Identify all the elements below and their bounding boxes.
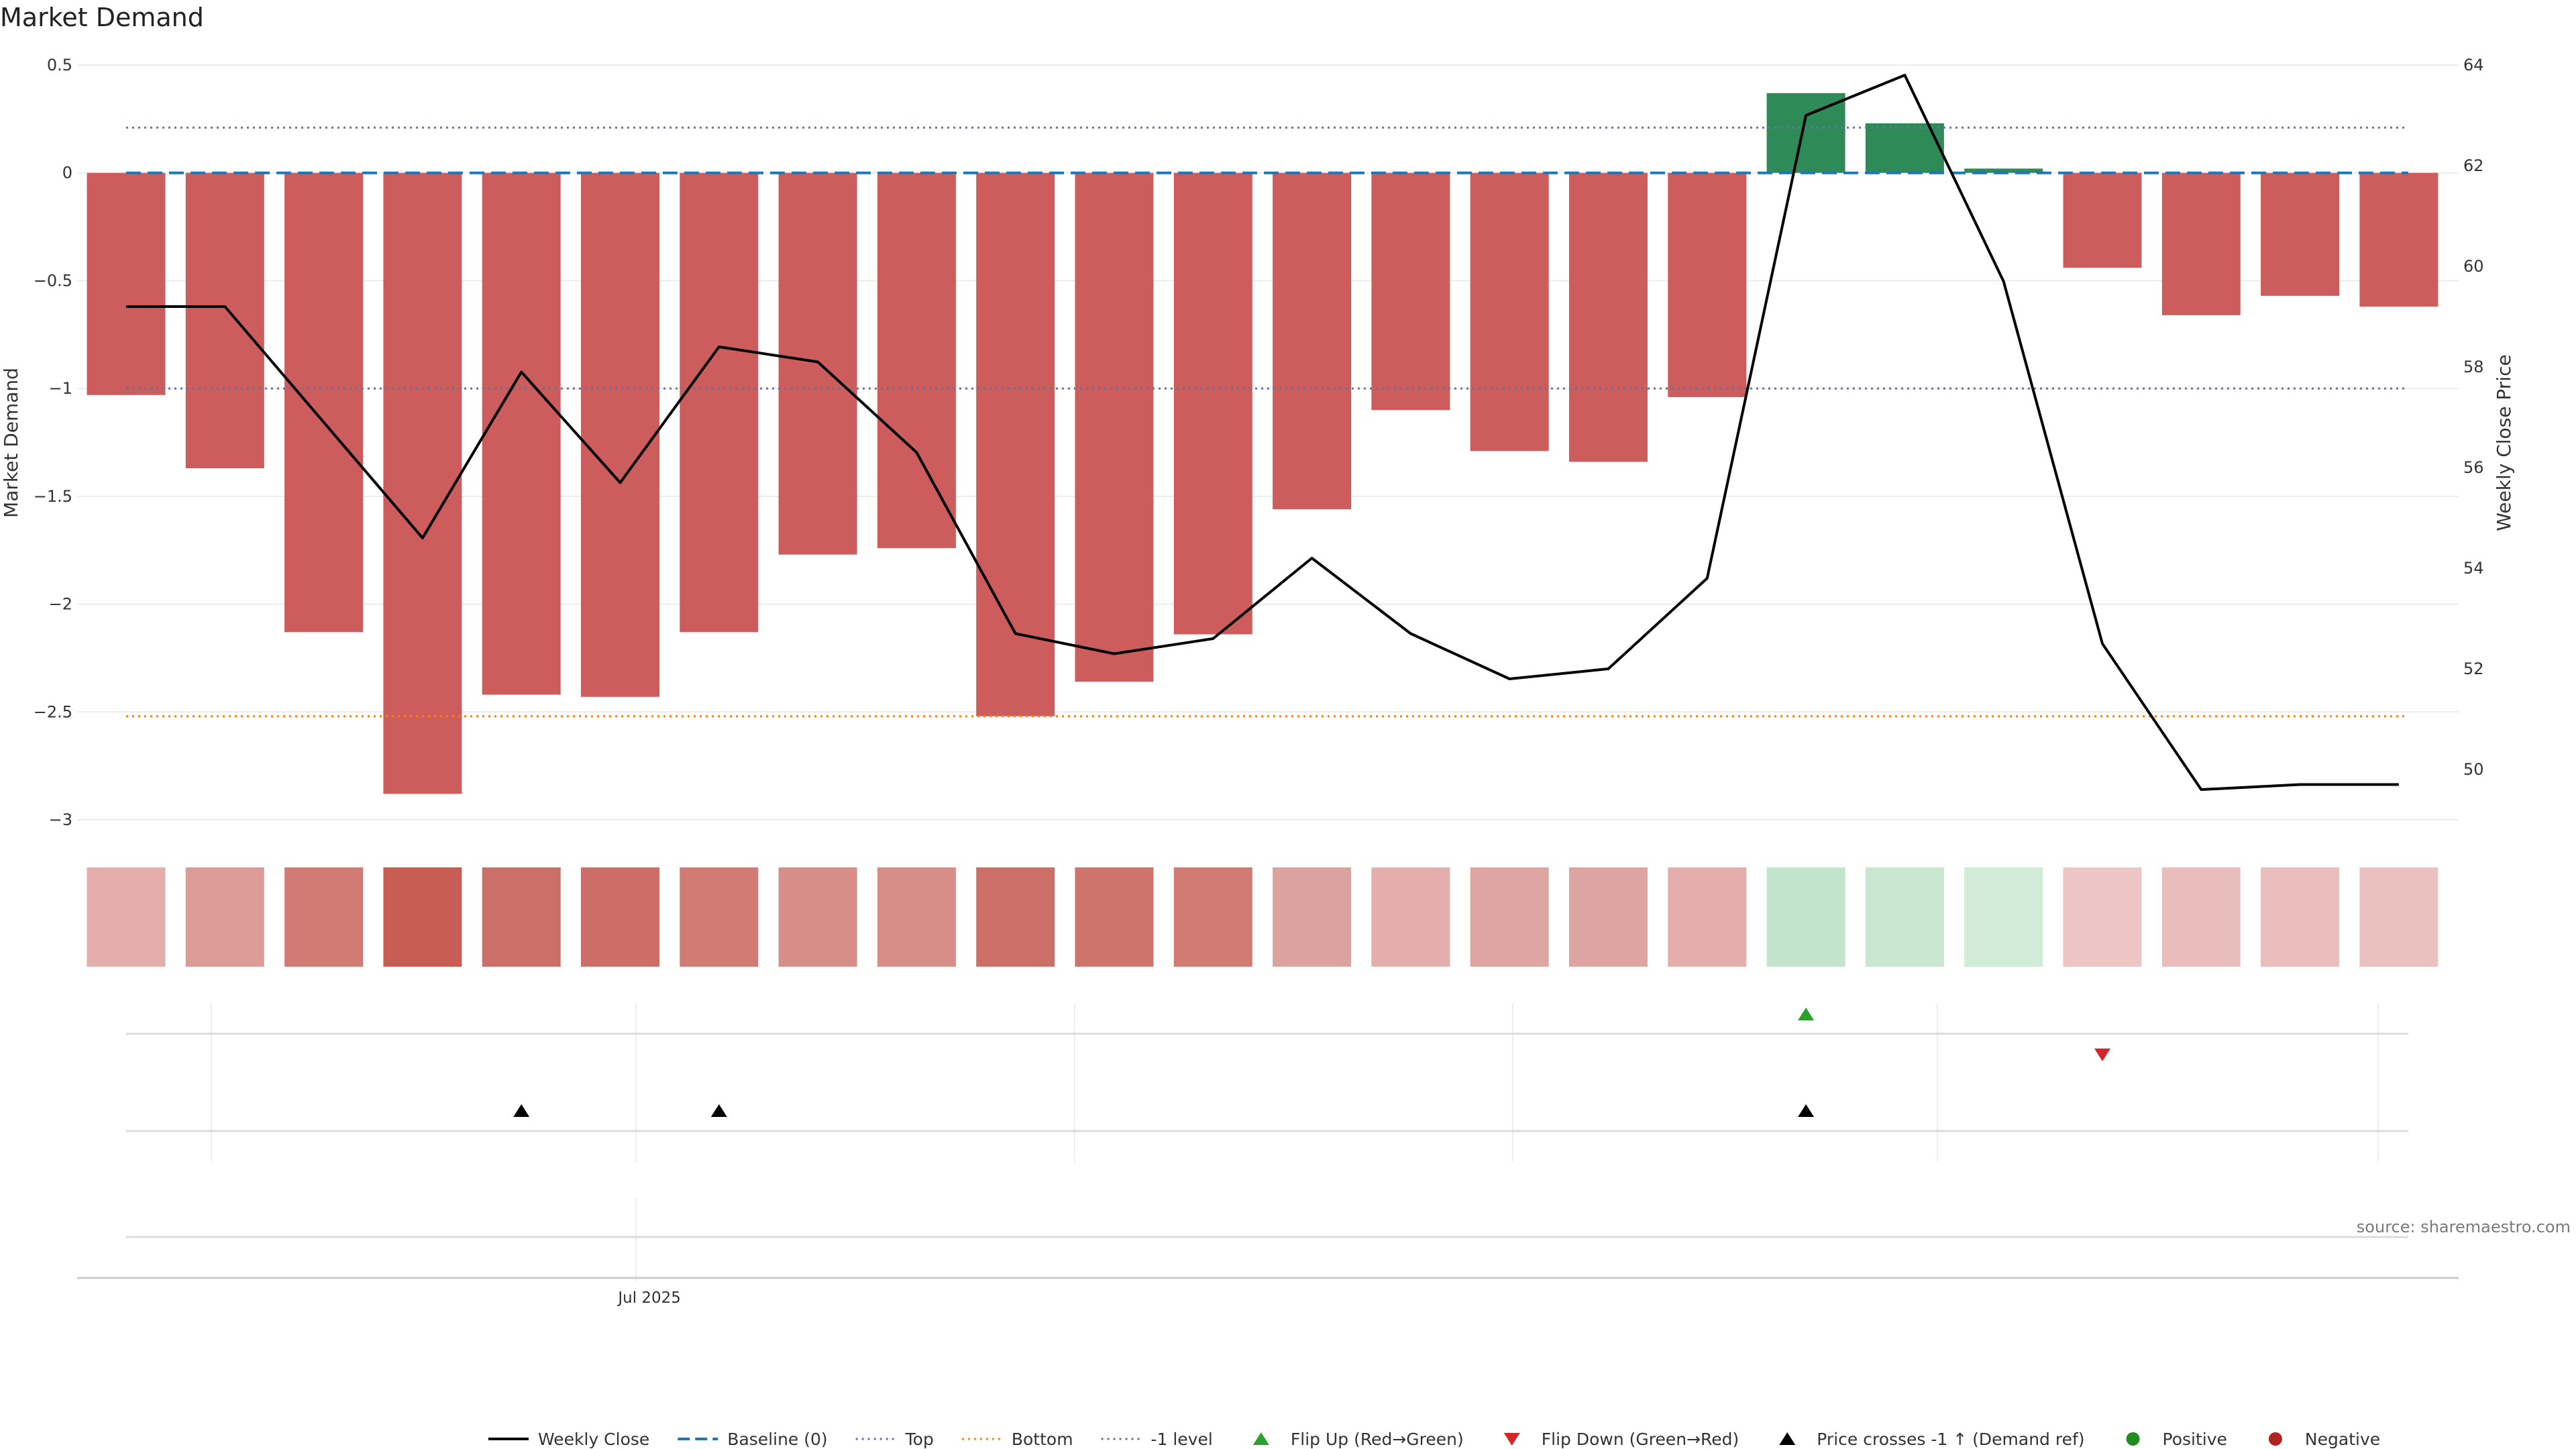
flip-up-marker bbox=[1798, 1008, 1815, 1020]
demand-bar bbox=[1273, 172, 1352, 510]
heat-cell bbox=[284, 867, 364, 967]
price-cross-marker bbox=[710, 1104, 727, 1117]
heat-cell bbox=[778, 867, 857, 967]
legend-label: -1 level bbox=[1151, 1430, 1213, 1449]
heat-cell bbox=[2261, 867, 2340, 967]
demand-bar bbox=[1470, 172, 1549, 451]
y-tick-label: −1 bbox=[49, 379, 72, 398]
y2-tick-label: 58 bbox=[2463, 358, 2484, 376]
demand-bar bbox=[1766, 93, 1845, 173]
y-tick-label: −3 bbox=[49, 810, 72, 829]
demand-bar bbox=[2161, 172, 2241, 315]
y2-tick-label: 54 bbox=[2463, 559, 2484, 578]
y-tick-label: 0.5 bbox=[47, 56, 72, 74]
demand-bar bbox=[1964, 168, 2043, 173]
heat-cell bbox=[2063, 867, 2142, 967]
demand-bar bbox=[1569, 172, 1648, 462]
legend-symbol-flip-up bbox=[1252, 1432, 1269, 1445]
y-tick-label: −2.5 bbox=[34, 702, 72, 721]
legend-label: Negative bbox=[2305, 1430, 2380, 1449]
legend-label: Price crosses -1 ↑ (Demand ref) bbox=[1817, 1430, 2084, 1449]
y2-tick-label: 50 bbox=[2463, 760, 2484, 779]
heat-cell bbox=[680, 867, 759, 967]
heat-cell bbox=[1371, 867, 1450, 967]
demand-bar bbox=[680, 172, 759, 633]
heat-cell bbox=[1569, 867, 1648, 967]
demand-bar bbox=[383, 172, 462, 794]
legend-symbol-negative bbox=[2268, 1432, 2282, 1446]
demand-bar bbox=[877, 172, 956, 548]
chart-title: Market Demand bbox=[0, 3, 204, 32]
y-tick-label: 0 bbox=[62, 164, 72, 182]
y2-tick-label: 64 bbox=[2463, 56, 2484, 74]
legend-symbol-flip-down bbox=[1503, 1433, 1520, 1446]
y2-tick-label: 62 bbox=[2463, 156, 2484, 175]
heat-cell bbox=[482, 867, 561, 967]
heat-cell bbox=[976, 867, 1055, 967]
heat-cell bbox=[1865, 867, 1944, 967]
heat-cell bbox=[383, 867, 462, 967]
heat-cell bbox=[581, 867, 659, 967]
source-credit: source: sharemaestro.com bbox=[2356, 1218, 2571, 1236]
legend-label: Weekly Close bbox=[538, 1430, 649, 1449]
y-tick-label: −0.5 bbox=[34, 271, 72, 290]
legend-label: Flip Down (Green→Red) bbox=[1542, 1430, 1739, 1449]
heat-cell bbox=[877, 867, 956, 967]
heat-cell bbox=[2359, 867, 2438, 967]
demand-bar bbox=[2261, 172, 2340, 296]
heat-cell bbox=[1668, 867, 1747, 967]
legend-label: Flip Up (Red→Green) bbox=[1291, 1430, 1464, 1449]
y2-axis-label: Weekly Close Price bbox=[2493, 354, 2515, 531]
y-tick-label: −1.5 bbox=[34, 487, 72, 506]
demand-bar bbox=[185, 172, 264, 469]
price-cross-marker bbox=[1798, 1104, 1815, 1117]
demand-bar bbox=[284, 172, 364, 633]
heat-cell bbox=[1173, 867, 1252, 967]
legend-symbol-price-cross bbox=[1779, 1432, 1796, 1445]
demand-bar bbox=[1371, 172, 1450, 411]
heat-cell bbox=[1766, 867, 1845, 967]
y2-tick-label: 60 bbox=[2463, 257, 2484, 276]
y2-tick-label: 56 bbox=[2463, 458, 2484, 477]
legend-label: Positive bbox=[2163, 1430, 2227, 1449]
demand-bar bbox=[1173, 172, 1252, 635]
y-axis-label: Market Demand bbox=[0, 368, 22, 518]
heat-cell bbox=[1964, 867, 2043, 967]
demand-bar bbox=[976, 172, 1055, 716]
legend-label: Bottom bbox=[1012, 1430, 1073, 1449]
heat-cell bbox=[1075, 867, 1154, 967]
y-tick-label: −2 bbox=[49, 595, 72, 614]
demand-bar bbox=[581, 172, 659, 697]
demand-bar bbox=[2359, 172, 2438, 307]
heat-cell bbox=[185, 867, 264, 967]
x-tick-label: Jul 2025 bbox=[616, 1289, 681, 1307]
demand-bar bbox=[1668, 172, 1747, 397]
legend-label: Top bbox=[905, 1430, 934, 1449]
heat-cell bbox=[2161, 867, 2241, 967]
legend-symbol-positive bbox=[2126, 1432, 2140, 1446]
legend-label: Baseline (0) bbox=[727, 1430, 827, 1449]
heat-cell bbox=[87, 867, 166, 967]
y2-tick-label: 52 bbox=[2463, 659, 2484, 678]
price-cross-marker bbox=[513, 1104, 530, 1117]
demand-bar bbox=[1075, 172, 1154, 682]
weekly-close-line bbox=[126, 74, 2399, 791]
demand-bar bbox=[2063, 172, 2142, 268]
demand-bar bbox=[87, 172, 166, 395]
demand-bar bbox=[482, 172, 561, 695]
heat-cell bbox=[1273, 867, 1352, 967]
heat-cell bbox=[1470, 867, 1549, 967]
flip-down-marker bbox=[2094, 1049, 2110, 1061]
